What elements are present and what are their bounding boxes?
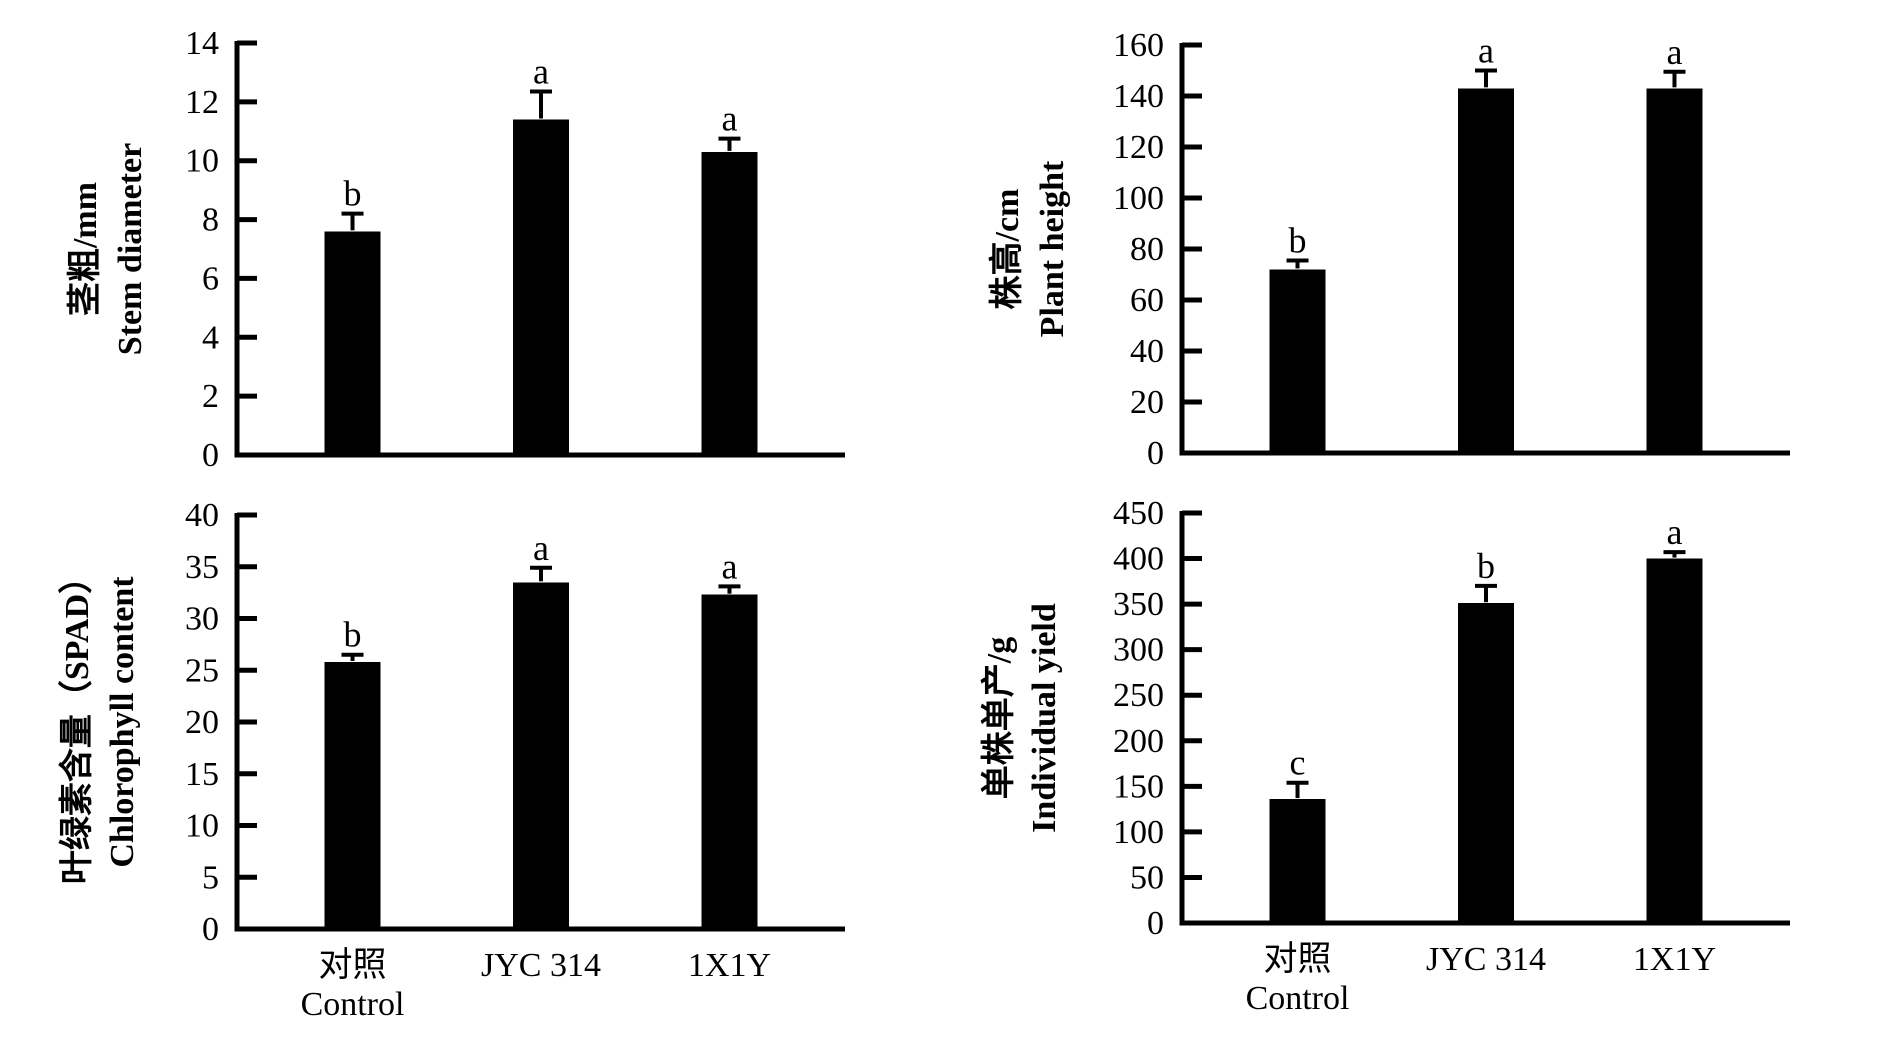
y-tick-label: 0 [202,911,219,948]
significance-letter: a [721,99,737,139]
y-tick-label: 400 [1113,541,1164,578]
bar [701,594,758,929]
y-tick-label: 5 [202,859,219,896]
y-tick-label: 160 [1113,27,1164,64]
significance-letter: b [1477,546,1495,586]
bar [1458,88,1514,453]
y-tick-label: 250 [1113,677,1164,714]
significance-letter: b [344,174,362,214]
y-tick-label: 0 [202,437,219,474]
y-tick-label: 450 [1113,495,1164,532]
bar [324,231,381,455]
y-tick-label: 8 [202,202,219,239]
y-axis-title-cn: 叶绿素含量（SPAD） [57,560,96,884]
significance-letter: a [721,546,737,586]
x-category-label-en: Control [1246,980,1350,1017]
x-category-label: 对照 [319,946,387,984]
y-axis-title-en: Plant height [1034,160,1071,337]
y-axis-title-en: Chlorophyll content [104,576,141,868]
y-tick-label: 150 [1113,768,1164,805]
y-axis-title-en: Stem diameter [112,143,149,355]
y-tick-label: 35 [185,549,219,586]
y-tick-label: 140 [1113,78,1164,115]
significance-letter: c [1290,743,1306,783]
significance-letter: a [1666,512,1682,552]
chart-individual-yield: 0 50 100 150 200 250 300 350 400 450 单株单产/g Individ… [980,495,1790,1017]
y-tick-label: 6 [202,260,219,297]
significance-letter: a [533,528,549,568]
y-axis-title-cn: 茎粗/mm [66,182,104,316]
y-axis-title-cn: 单株单产/g [980,637,1018,799]
y-axis-title-cn: 株高/cm [988,189,1026,310]
significance-letter: a [1666,32,1682,72]
y-tick-label: 30 [185,601,219,638]
chart-stem-diameter: 0 2 4 6 8 10 12 14 茎粗/mm Stem diameter b a a [66,25,845,474]
y-tick-label: 0 [1147,435,1164,472]
significance-letter: a [1478,31,1494,71]
y-tick-label: 12 [185,84,219,121]
y-tick-label: 2 [202,378,219,415]
bar [1269,799,1326,923]
y-tick-label: 80 [1130,231,1164,268]
bar [324,661,381,929]
y-tick-label: 100 [1113,814,1164,851]
x-category-label: 1X1Y [1633,941,1716,978]
significance-letter: b [1289,220,1307,260]
y-tick-label: 10 [185,143,219,180]
y-axis-title-en: Individual yield [1026,603,1063,833]
bar [1646,558,1703,923]
y-tick-label: 20 [185,704,219,741]
x-category-label-en: Control [301,986,405,1023]
significance-letter: a [533,52,549,92]
x-category-label: 1X1Y [688,947,771,984]
y-tick-label: 15 [185,756,219,793]
y-tick-label: 100 [1113,180,1164,217]
y-tick-label: 120 [1113,129,1164,166]
y-tick-label: 0 [1147,905,1164,942]
y-tick-label: 25 [185,652,219,689]
y-tick-label: 40 [1130,333,1164,370]
chart-chlorophyll-content: 0 5 10 15 20 25 30 35 40 叶绿素含量（SPAD） Chlorophyll c… [57,497,845,1023]
bar [701,151,758,455]
significance-letter: b [344,615,362,655]
y-tick-label: 10 [185,808,219,845]
y-tick-label: 60 [1130,282,1164,319]
y-tick-label: 20 [1130,384,1164,421]
y-tick-label: 350 [1113,586,1164,623]
bar [1458,603,1514,923]
y-tick-label: 40 [185,497,219,534]
y-tick-label: 50 [1130,859,1164,896]
y-tick-label: 200 [1113,723,1164,760]
y-tick-label: 4 [202,319,219,356]
x-category-label: JYC 314 [1426,941,1546,978]
y-tick-label: 300 [1113,632,1164,669]
x-category-label: JYC 314 [481,947,601,984]
bar [1269,269,1326,453]
bar [513,119,569,455]
chart-plant-height: 0 20 40 60 80 100 120 140 160 株高/cm Plant height b a… [988,27,1790,472]
bar [1646,88,1703,453]
x-category-label: 对照 [1264,940,1332,978]
bar [513,582,569,929]
y-tick-label: 14 [185,25,219,62]
